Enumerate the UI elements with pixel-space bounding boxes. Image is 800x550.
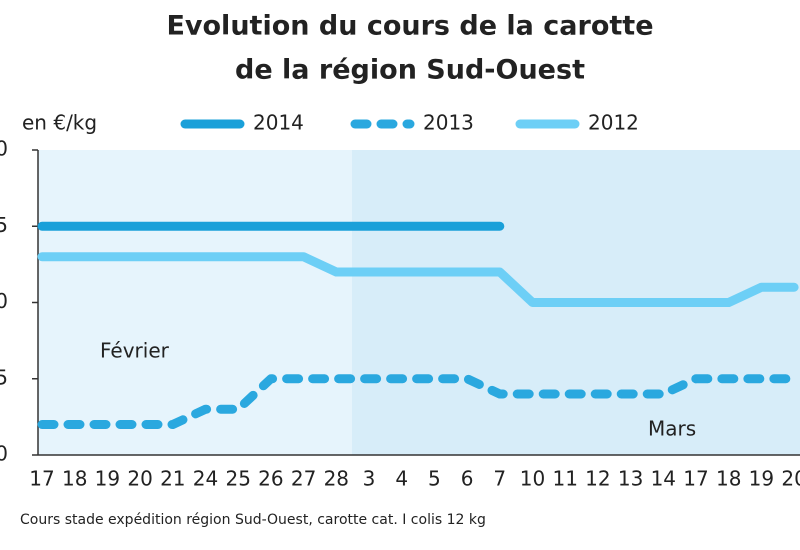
series-line bbox=[37, 374, 799, 429]
x-tick-label: 19 bbox=[749, 467, 774, 491]
y-tick-label: 0 bbox=[0, 137, 8, 161]
x-tick-label: 28 bbox=[324, 467, 349, 491]
chart-title: Evolution du cours de la carotte bbox=[166, 11, 653, 42]
x-tick-label: 19 bbox=[95, 467, 120, 491]
x-tick-label: 14 bbox=[651, 467, 676, 491]
x-tick-label: 12 bbox=[585, 467, 610, 491]
x-tick-label: 13 bbox=[618, 467, 643, 491]
x-tick-label: 6 bbox=[461, 467, 474, 491]
annotation: Mars bbox=[648, 417, 696, 441]
y-tick-label: 5 bbox=[0, 365, 8, 389]
x-tick-label: 21 bbox=[160, 467, 185, 491]
series-line bbox=[37, 252, 799, 307]
annotation: Février bbox=[100, 339, 170, 363]
y-tick-label: 0 bbox=[0, 289, 8, 313]
chart-subtitle: de la région Sud-Ouest bbox=[235, 55, 585, 86]
x-tick-label: 10 bbox=[520, 467, 545, 491]
x-tick-label: 27 bbox=[291, 467, 316, 491]
x-tick-label: 11 bbox=[552, 467, 577, 491]
y-tick-label: 0 bbox=[0, 442, 8, 466]
legend-label: 2012 bbox=[588, 111, 639, 135]
x-tick-label: 26 bbox=[258, 467, 283, 491]
x-tick-label: 3 bbox=[363, 467, 376, 491]
x-tick-label: 24 bbox=[193, 467, 218, 491]
x-tick-label: 25 bbox=[225, 467, 250, 491]
x-tick-label: 20 bbox=[127, 467, 152, 491]
x-tick-label: 18 bbox=[62, 467, 87, 491]
plot-band-fevrier bbox=[38, 150, 352, 455]
x-tick-label: 5 bbox=[428, 467, 441, 491]
x-tick-label: 18 bbox=[716, 467, 741, 491]
legend-label: 2013 bbox=[423, 111, 474, 135]
x-tick-label: 17 bbox=[29, 467, 54, 491]
x-tick-label: 17 bbox=[683, 467, 708, 491]
legend-label: 2014 bbox=[253, 111, 304, 135]
x-tick-label: 4 bbox=[395, 467, 408, 491]
y-tick-label: 5 bbox=[0, 213, 8, 237]
y-axis-label: en €/kg bbox=[22, 111, 97, 135]
x-tick-label: 7 bbox=[493, 467, 506, 491]
note: Cours stade expédition région Sud-Ouest,… bbox=[20, 512, 486, 528]
x-tick-label: 20 bbox=[781, 467, 800, 491]
